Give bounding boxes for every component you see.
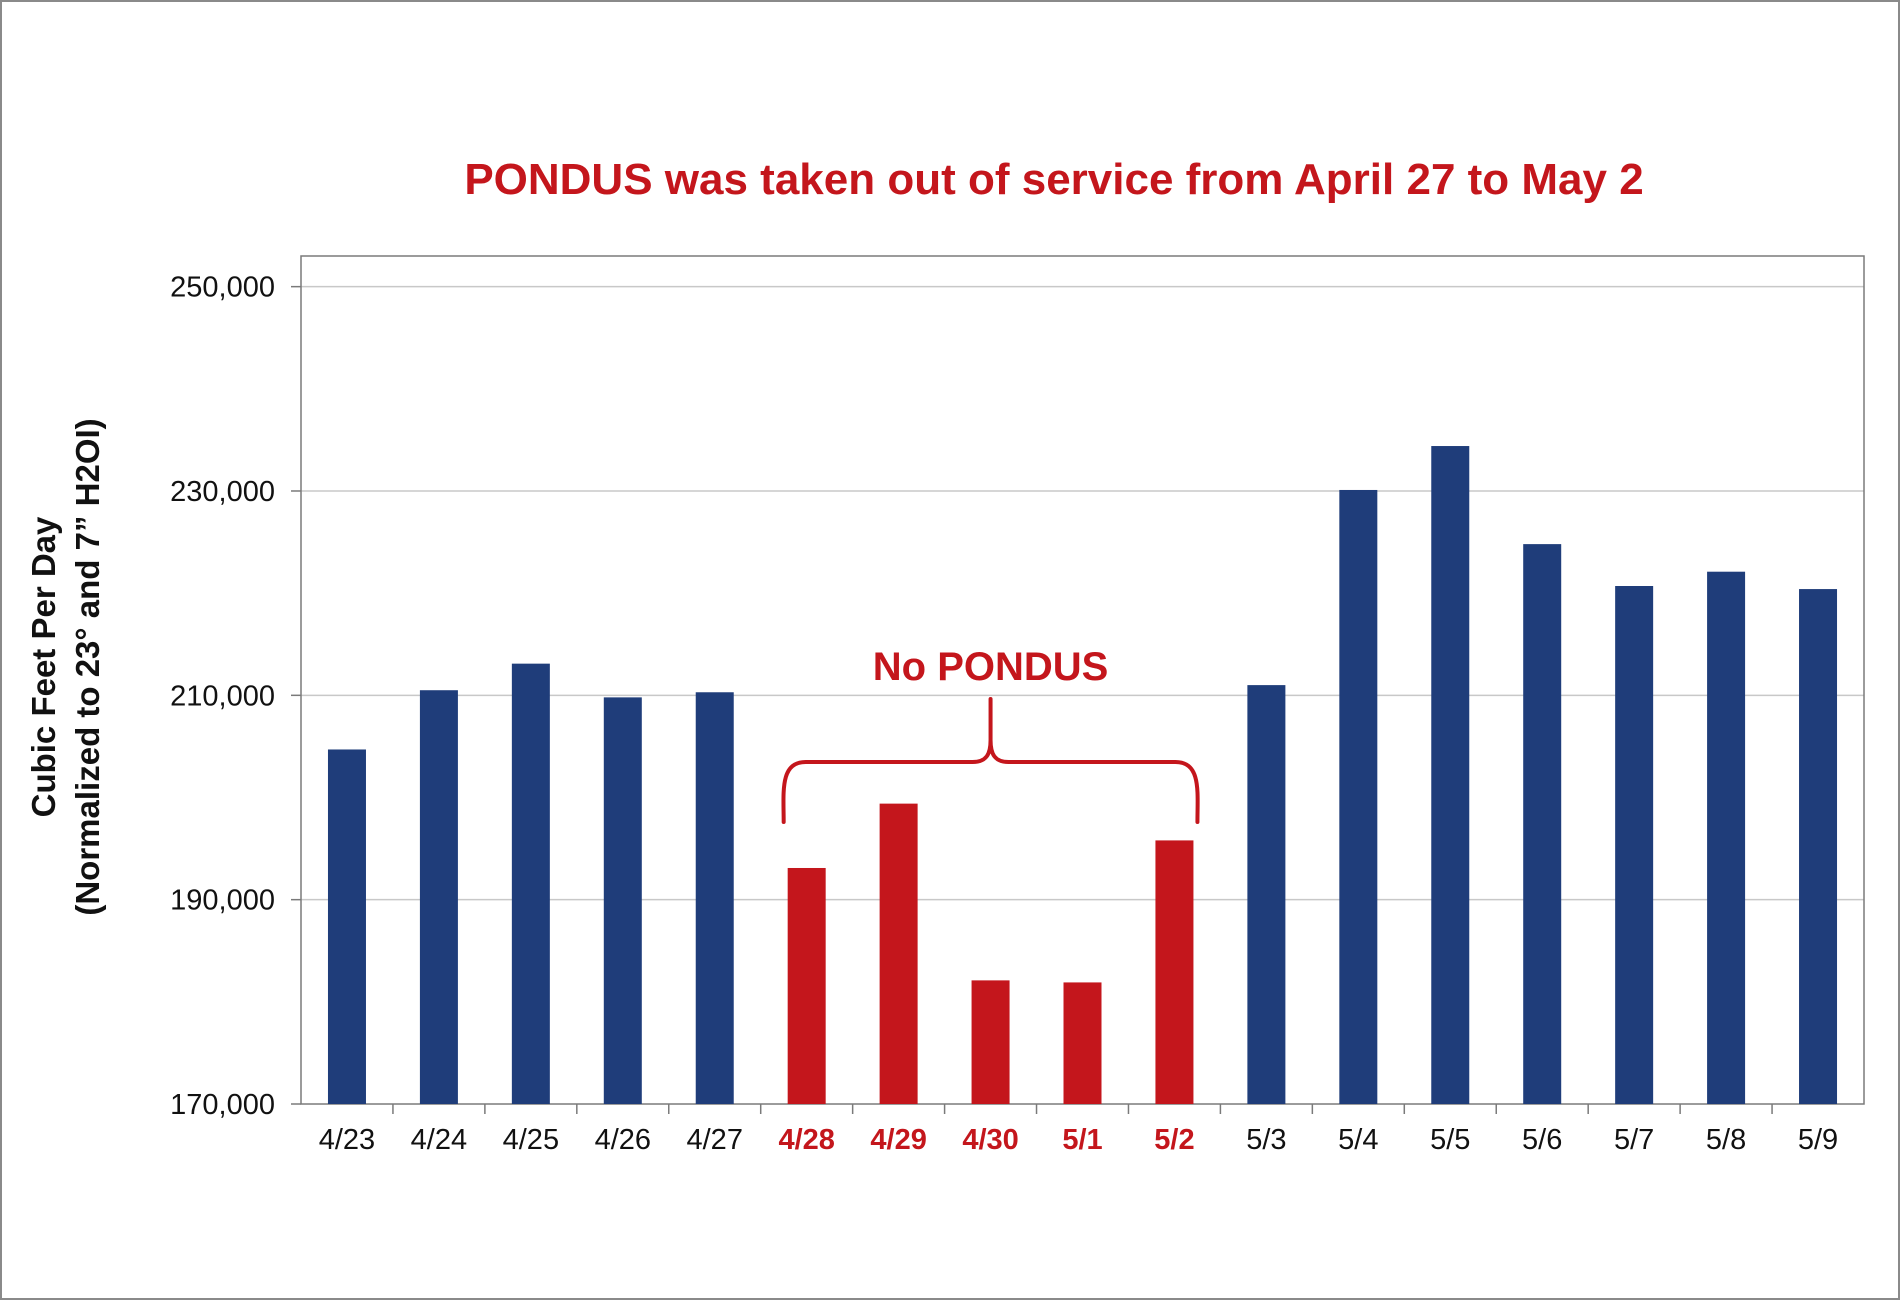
x-tick-label: 4/28 (778, 1124, 834, 1156)
y-axis-label-line-2: (Normalized to 23° and 7” H2OI) (69, 418, 106, 915)
x-tick-label: 5/6 (1522, 1124, 1562, 1156)
bar-5-5 (1431, 446, 1470, 1105)
bar-4-25 (511, 663, 550, 1104)
annotation-no-pondus: No PONDUS (781, 645, 1200, 824)
x-tick-label: 4/23 (319, 1124, 375, 1156)
x-tick-label: 5/1 (1062, 1124, 1102, 1156)
y-tick-label: 190,000 (170, 885, 275, 917)
annotation-brace (781, 697, 1200, 824)
x-tick-label: 5/9 (1798, 1124, 1838, 1156)
y-tick-label: 230,000 (170, 476, 275, 508)
bars (327, 446, 1838, 1105)
x-tick-label: 5/4 (1338, 1124, 1378, 1156)
bar-5-3 (1247, 685, 1286, 1104)
bar-4-24 (419, 690, 458, 1104)
x-tick-label: 4/25 (503, 1124, 559, 1156)
bar-5-6 (1523, 544, 1562, 1104)
bar-4-23 (327, 749, 366, 1104)
gridlines (301, 285, 1864, 901)
bar-4-30 (971, 980, 1010, 1104)
x-tick-label: 4/29 (870, 1124, 926, 1156)
x-tick-label: 5/7 (1614, 1124, 1654, 1156)
x-tick-label: 4/30 (962, 1124, 1018, 1156)
x-tick-label: 5/2 (1154, 1124, 1194, 1156)
bar-4-28 (787, 867, 826, 1104)
bar-5-1 (1063, 982, 1102, 1104)
bar-5-7 (1615, 586, 1654, 1104)
x-tick-label: 4/24 (411, 1124, 467, 1156)
y-tick-label: 250,000 (170, 272, 275, 304)
bar-5-4 (1339, 489, 1378, 1104)
x-tick-label: 4/26 (595, 1124, 651, 1156)
x-tick-label: 4/27 (687, 1124, 743, 1156)
x-tick-label: 5/8 (1706, 1124, 1746, 1156)
bar-5-9 (1799, 589, 1838, 1104)
bar-4-29 (879, 803, 918, 1104)
y-tick-label: 170,000 (170, 1089, 275, 1121)
y-axis-label-line-1: Cubic Feet Per Day (25, 516, 62, 817)
y-axis-ticks: 170,000 190,000 210,000 230,000 250,000 (170, 272, 301, 1121)
x-tick-label: 5/3 (1246, 1124, 1286, 1156)
annotation-label: No PONDUS (873, 645, 1109, 689)
bar-4-26 (603, 697, 642, 1104)
x-axis-ticks: 4/23 4/24 4/25 4/26 4/27 4/28 4/29 4/30 5/1 5/2 5/… (319, 1104, 1838, 1156)
y-tick-label: 210,000 (170, 680, 275, 712)
bar-5-8 (1707, 571, 1746, 1104)
bar-4-27 (695, 692, 734, 1104)
x-tick-label: 5/5 (1430, 1124, 1470, 1156)
chart-title: PONDUS was taken out of service from Apr… (464, 155, 1643, 204)
bar-5-2 (1155, 840, 1194, 1104)
